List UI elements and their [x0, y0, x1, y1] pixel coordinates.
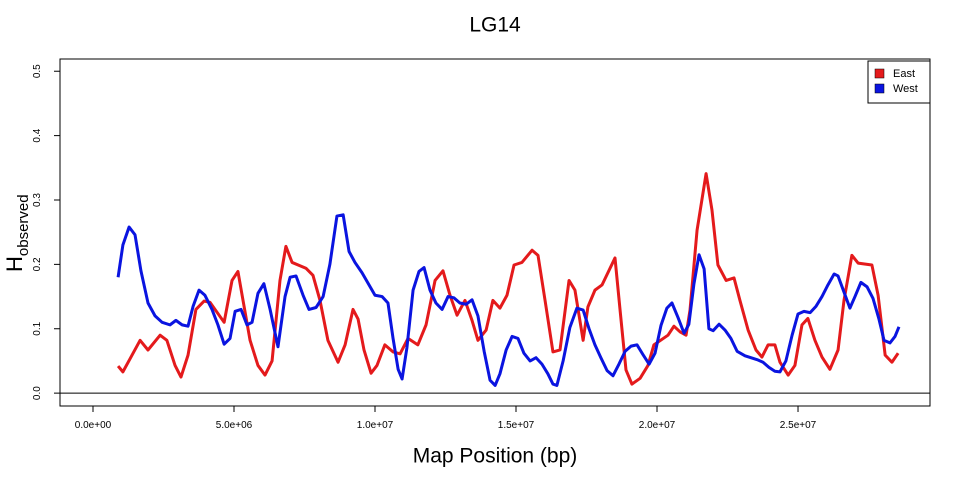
y-axis-label-main: H [2, 256, 27, 272]
y-tick-label: 0.0 [32, 386, 43, 400]
y-axis-label: Hobserved [2, 194, 32, 272]
data-line [116, 213, 901, 387]
x-tick-label: 2.5e+07 [780, 420, 817, 431]
y-axis-label-sub: observed [15, 194, 32, 256]
y-tick-label: 0.4 [32, 128, 43, 142]
x-tick-label: 2.0e+07 [639, 420, 676, 431]
y-tick-label: 0.5 [32, 64, 43, 78]
legend-swatch [874, 83, 885, 94]
chart-title: LG14 [469, 14, 521, 37]
plot-frame [59, 58, 931, 407]
x-tick-label: 0.0e+00 [75, 420, 112, 431]
x-tick-label: 1.0e+07 [357, 420, 394, 431]
x-tick-label: 5.0e+06 [216, 420, 253, 431]
y-tick-label: 0.3 [32, 193, 43, 207]
legend-label: West [893, 83, 918, 95]
data-line [116, 172, 900, 386]
legend-label: East [893, 68, 915, 80]
y-tick-label: 0.1 [32, 321, 43, 335]
x-axis-label: Map Position (bp) [413, 445, 578, 468]
y-tick-label: 0.2 [32, 257, 43, 271]
x-tick-label: 1.5e+07 [498, 420, 535, 431]
legend-swatch [874, 68, 885, 79]
legend-box [867, 60, 931, 104]
